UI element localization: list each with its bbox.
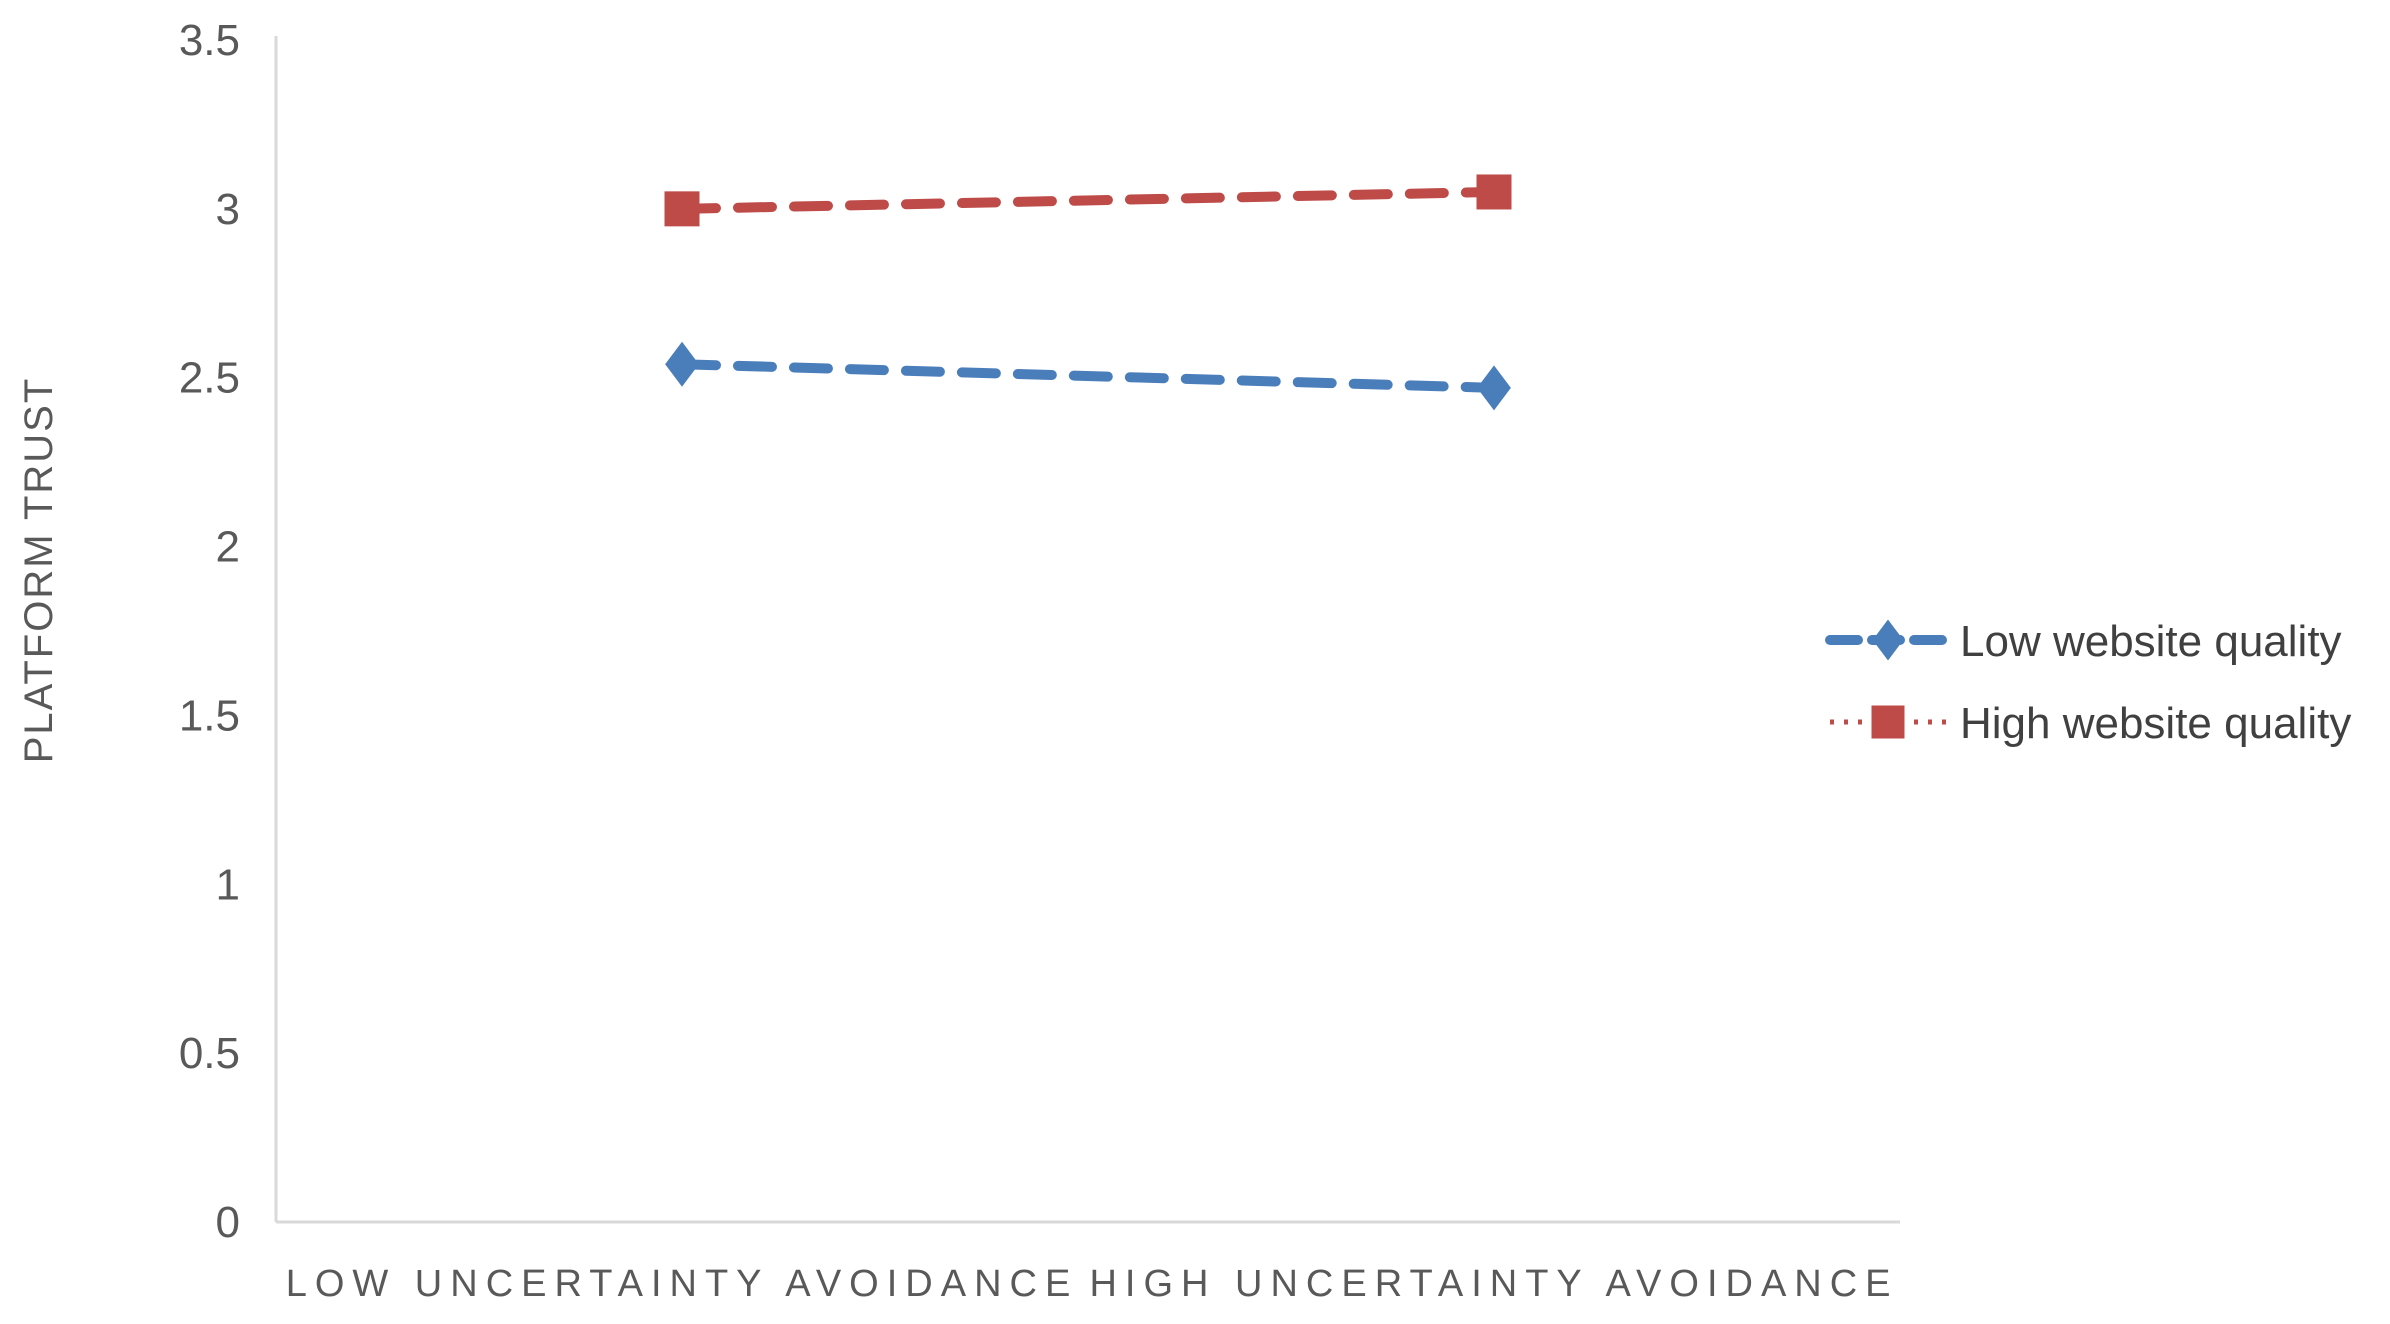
- y-tick-label: 1: [216, 860, 240, 909]
- data-point-diamond: [665, 341, 699, 387]
- x-category-label: LOW UNCERTAINTY AVOIDANCE: [286, 1263, 1079, 1305]
- data-point-diamond: [1477, 365, 1511, 411]
- plot-area: [664, 174, 1512, 411]
- x-category-label: HIGH UNCERTAINTY AVOIDANCE: [1089, 1263, 1898, 1305]
- y-tick-label: 3.5: [179, 16, 240, 65]
- legend-marker-diamond: [1872, 619, 1904, 661]
- series-line-0: [677, 359, 1499, 393]
- legend: Low website quality High website quality: [1825, 617, 2351, 748]
- data-point-square: [664, 191, 700, 227]
- y-tick-label: 0: [216, 1198, 240, 1247]
- y-tick-label: 1.5: [179, 691, 240, 740]
- legend-label: High website quality: [1960, 699, 2351, 748]
- y-tick-label: 0.5: [179, 1029, 240, 1078]
- series-line-1: [677, 186, 1499, 214]
- y-axis-title: PLATFORM TRUST: [17, 377, 61, 764]
- legend-label: Low website quality: [1960, 617, 2342, 666]
- y-tick-label: 3: [216, 185, 240, 234]
- data-point-square: [1476, 174, 1512, 210]
- legend-marker-square: [1871, 705, 1905, 739]
- axes: 0 0.5 1 1.5 2 2.5 3 3.5 LOW UNCERTAINTY AVOIDANC…: [17, 16, 1900, 1305]
- y-tick-label: 2.5: [179, 354, 240, 403]
- y-tick-label: 2: [216, 523, 240, 572]
